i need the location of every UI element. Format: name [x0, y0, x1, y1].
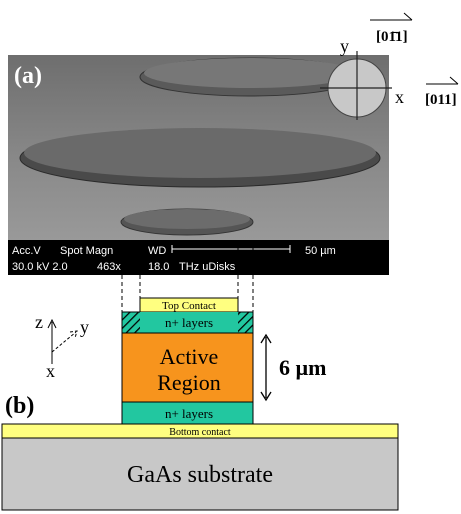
direction-label: [011] — [425, 92, 457, 108]
layer-label: Active — [160, 344, 219, 369]
panel-label: (b) — [5, 393, 34, 419]
axis-label: x — [46, 361, 55, 381]
sem-text: 18.0 — [148, 261, 169, 273]
direction-arrow — [370, 13, 412, 20]
sem-text: 463x — [97, 261, 121, 273]
disk-top — [24, 128, 376, 178]
axis-label: x — [395, 87, 404, 107]
height-arrow — [261, 335, 271, 400]
sem-text: Spot Magn — [60, 245, 113, 257]
disk-top — [124, 209, 250, 229]
height-label: 6 µm — [279, 355, 327, 380]
layer-label: Top Contact — [162, 300, 216, 312]
coordinate-axis-y — [52, 331, 77, 352]
layer-label: Region — [157, 370, 221, 395]
figure: Acc.V Spot Magn WD 50 µm 30.0 kV 2.0 463… — [0, 0, 461, 514]
axis-label: z — [35, 312, 43, 332]
sem-text: WD — [148, 245, 166, 257]
sem-text: 50 µm — [305, 245, 336, 257]
layer-label: Bottom contact — [169, 427, 231, 438]
layer-label: n+ layers — [165, 315, 213, 330]
panel-label: (a) — [14, 63, 42, 89]
coordinate-axes — [48, 320, 56, 364]
axis-label: y — [80, 317, 89, 337]
direction-arrow — [426, 77, 458, 84]
axis-label: y — [340, 36, 349, 56]
direction-label: [01̄1] — [376, 29, 408, 45]
disk-top — [144, 58, 356, 88]
sem-text: THz uDisks — [179, 261, 236, 273]
layer-label: GaAs substrate — [127, 462, 273, 488]
sem-text: Acc.V — [12, 245, 41, 257]
sem-text: 30.0 kV 2.0 — [12, 261, 68, 273]
layer-label: n+ layers — [165, 406, 213, 421]
